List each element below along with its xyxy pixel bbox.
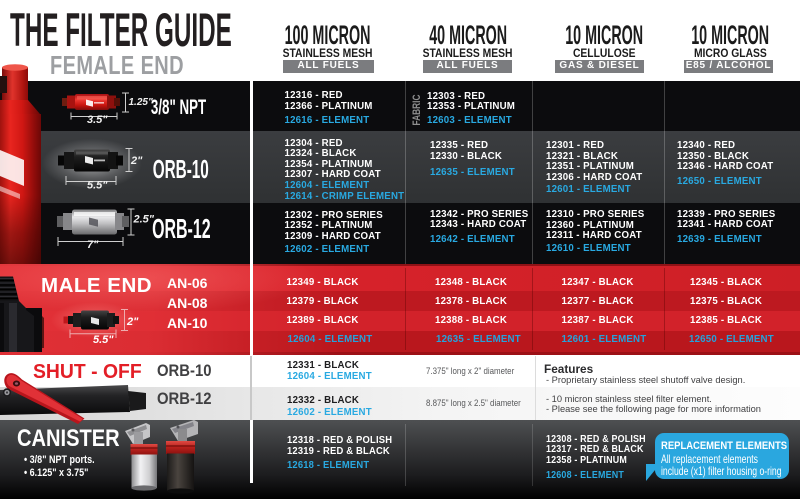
svg-text:3.5": 3.5" <box>87 114 108 126</box>
svg-text:5.5": 5.5" <box>93 334 114 346</box>
svg-text:2": 2" <box>130 155 143 167</box>
svg-text:2.5": 2.5" <box>133 214 155 226</box>
svg-text:FABRIC: FABRIC <box>411 94 423 125</box>
svg-text:1.25": 1.25" <box>129 97 153 108</box>
svg-text:2": 2" <box>126 316 139 328</box>
svg-text:7": 7" <box>87 239 99 251</box>
svg-text:5.5": 5.5" <box>87 180 108 192</box>
